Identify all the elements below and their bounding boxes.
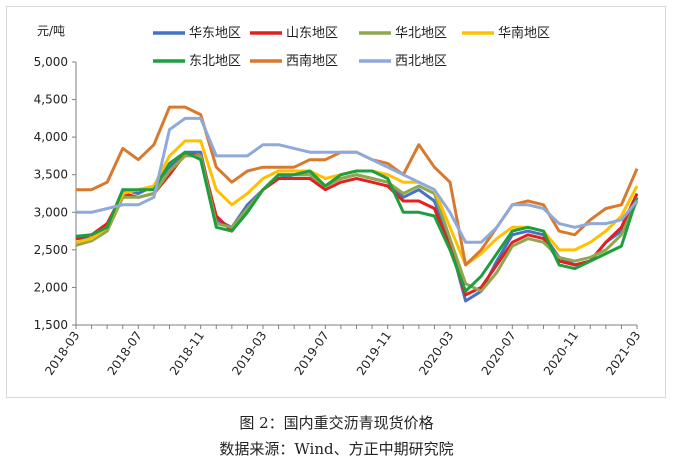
legend-label: 华南地区	[498, 25, 550, 41]
x-tick-label: 2020-07	[479, 329, 519, 378]
legend-label: 西北地区	[395, 54, 447, 69]
x-tick-label: 2020-03	[416, 329, 456, 378]
legend-label: 华北地区	[395, 26, 447, 41]
x-tick-label: 2021-03	[603, 329, 643, 378]
x-tick-label: 2018-07	[105, 329, 145, 378]
y-tick-label: 3,500	[34, 168, 68, 182]
y-tick-label: 1,500	[34, 318, 68, 332]
legend-label: 西南地区	[286, 53, 338, 69]
x-tick-label: 2020-11	[541, 329, 581, 378]
y-axis: 1,500 2,000 2,500 3,000 3,500 4,000 4,500 5,000	[34, 55, 77, 332]
y-unit-label: 元/吨	[37, 24, 65, 38]
series-line	[75, 152, 639, 297]
x-tick-label: 2018-03	[42, 329, 82, 378]
x-tick-label: 2019-07	[292, 329, 332, 378]
chart-box: 元/吨 华东地区 山东地区 华北地区 华南地区东北地区 西南地区 西北地区 1,500 2,…	[6, 6, 666, 398]
legend-label: 华东地区	[189, 26, 241, 41]
figure-caption: 图 2：国内重交沥青现货价格	[239, 414, 434, 432]
y-tick-label: 2,000	[34, 280, 68, 294]
y-tick-label: 4,000	[34, 130, 68, 144]
x-axis: 2018-03 2018-07 2018-11 2019-03 2019-07 2019-…	[42, 324, 643, 378]
legend-label: 东北地区	[189, 54, 241, 69]
legend-label: 山东地区	[286, 26, 338, 41]
x-tick-label: 2019-03	[229, 329, 269, 378]
y-tick-label: 3,000	[34, 205, 68, 219]
y-tick-label: 4,500	[34, 93, 68, 107]
y-tick-label: 2,500	[34, 243, 68, 257]
series-line	[76, 116, 639, 244]
series-line	[75, 154, 639, 293]
series-line	[75, 150, 639, 293]
y-tick-label: 5,000	[34, 55, 68, 69]
x-tick-label: 2018-11	[167, 329, 207, 378]
plot-area	[75, 105, 639, 303]
x-tick-label: 2019-11	[354, 329, 394, 378]
data-source-caption: 数据来源：Wind、方正中期研究院	[219, 440, 454, 458]
